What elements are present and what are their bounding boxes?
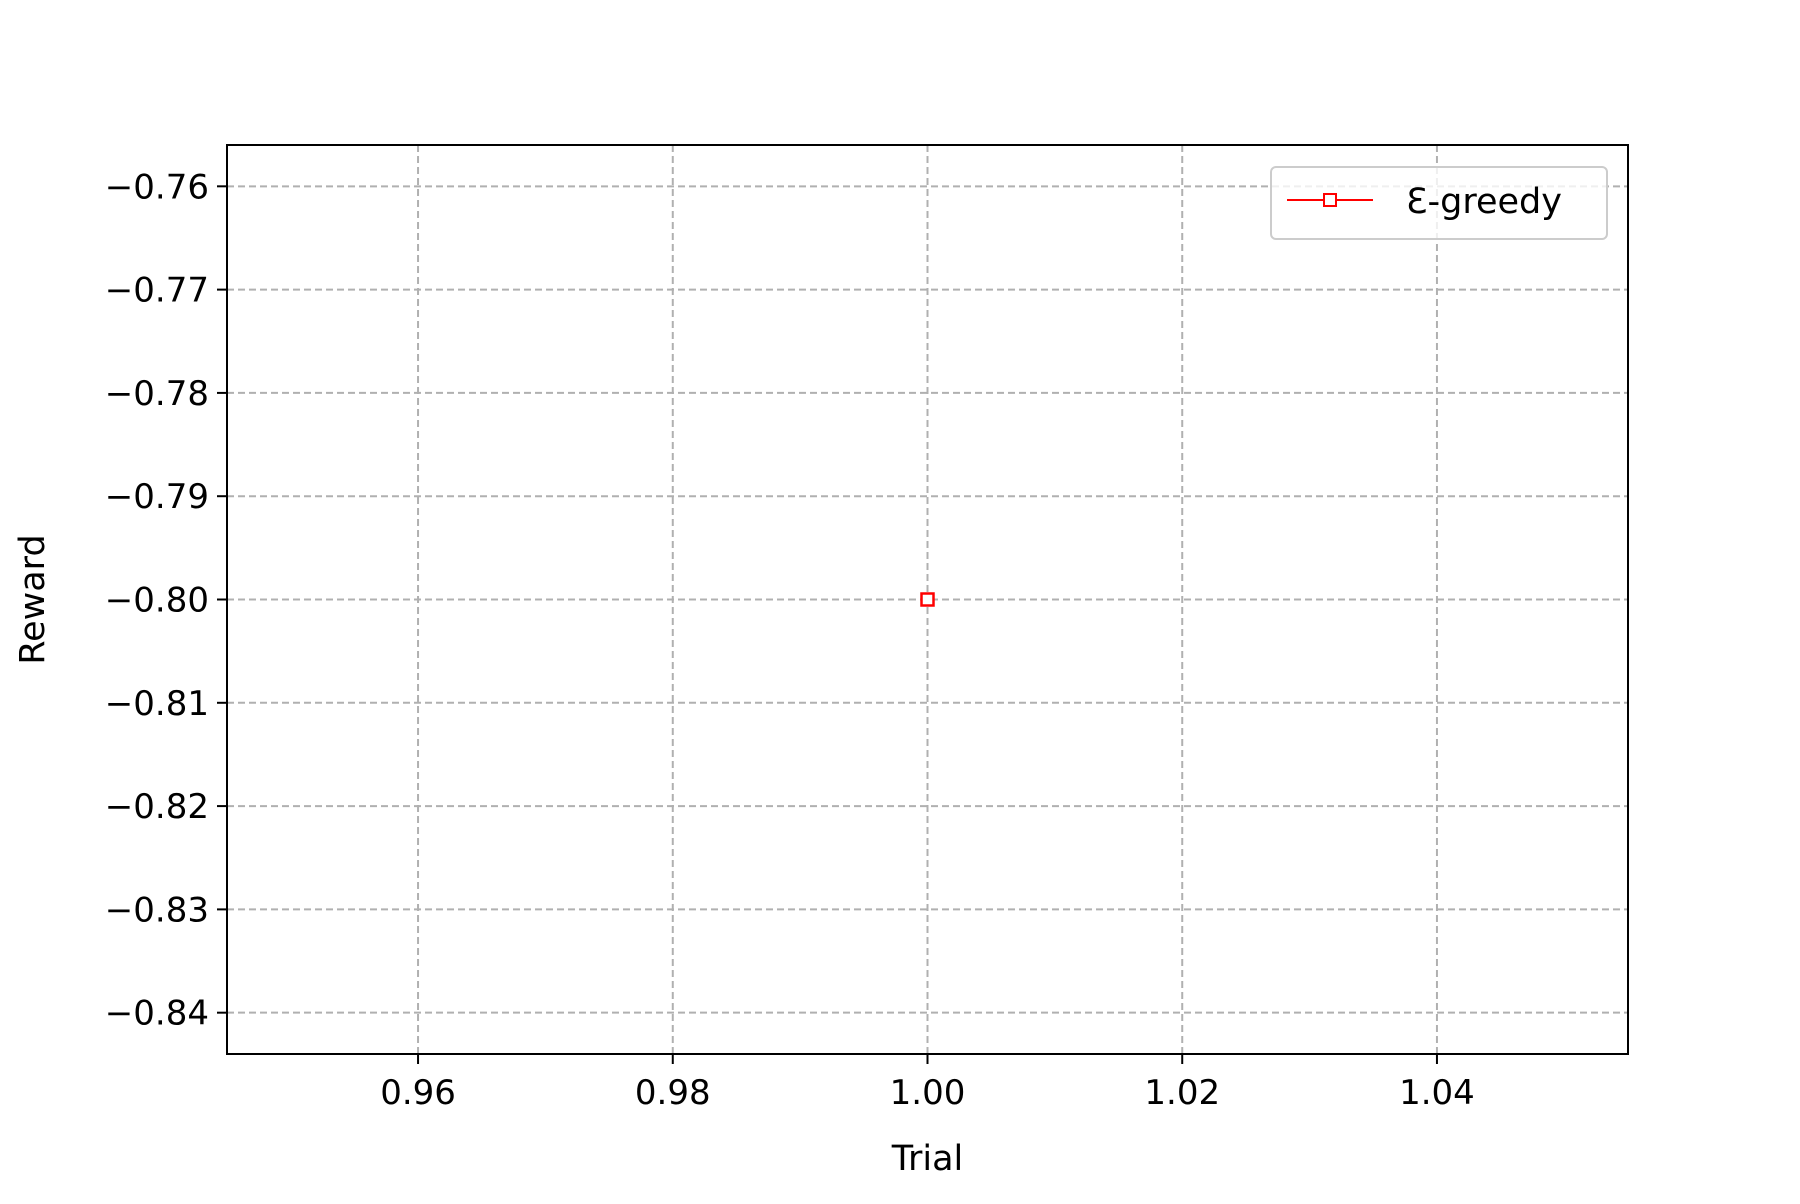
y-axis-label: Reward — [13, 534, 53, 664]
y-tick-label: −0.78 — [105, 374, 209, 414]
x-tick-label: 1.04 — [1399, 1073, 1475, 1113]
x-tick-label: 1.00 — [890, 1073, 966, 1113]
y-tick-label: −0.80 — [105, 581, 209, 621]
y-tick-label: −0.76 — [105, 167, 209, 207]
y-tick-label: −0.81 — [105, 684, 209, 724]
plot-frame — [226, 144, 1629, 1055]
tick-layer: 0.96 0.98 1.00 1.02 1.04 −0.76 −0.77 −0.78 −0.79… — [105, 167, 1475, 1113]
legend: Ɛ-greedy — [1270, 166, 1608, 240]
x-axis-label: Trial — [891, 1139, 964, 1179]
legend-marker-swatch — [1323, 193, 1337, 207]
y-tick-label: −0.82 — [105, 787, 209, 827]
x-tick-label: 0.96 — [380, 1073, 456, 1113]
y-tick-label: −0.77 — [105, 271, 209, 311]
x-tick-label: 1.02 — [1144, 1073, 1220, 1113]
series-layer — [920, 592, 935, 607]
y-tick-label: −0.79 — [105, 477, 209, 517]
y-tick-label: −0.83 — [105, 890, 209, 930]
legend-entry-label: Ɛ-greedy — [1406, 182, 1562, 222]
y-tick-label: −0.84 — [105, 994, 209, 1034]
data-point-marker — [920, 592, 935, 607]
x-tick-label: 0.98 — [635, 1073, 711, 1113]
legend-box — [1270, 166, 1608, 240]
